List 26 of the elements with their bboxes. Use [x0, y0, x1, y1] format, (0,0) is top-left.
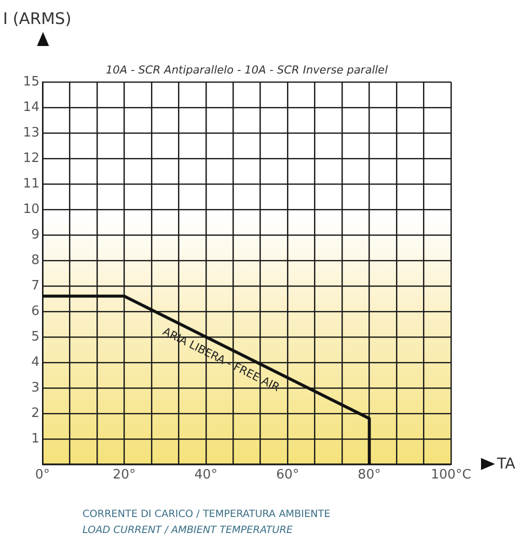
x-tick-label: 80°	[358, 468, 381, 483]
text: LOAD CURRENT / AMBIENT TEMPERATURE	[82, 524, 294, 536]
y-tick-label: 3	[31, 380, 40, 396]
y-tick-label: 11	[22, 176, 40, 192]
x-tick-label: 20°	[112, 468, 136, 483]
y-tick-label: 6	[31, 304, 40, 319]
chart-title: 10A - SCR Antiparallelo - 10A - SCR Inverse parallel	[106, 63, 388, 76]
y-tick-label: 4	[31, 354, 40, 370]
y-tick-label: 15	[22, 74, 40, 90]
x-axis-title: TA	[496, 454, 516, 472]
y-tick-label: 1	[31, 431, 40, 446]
x-tick-label: 40°	[194, 468, 218, 483]
y-tick-label: 2	[31, 406, 40, 421]
y-tick-label: 7	[31, 278, 40, 294]
y-tick-label: 14	[22, 100, 40, 115]
y-tick-label: 9	[31, 227, 40, 242]
y-tick-label: 13	[22, 125, 40, 140]
y-tick-label: 10	[22, 202, 40, 217]
x-tick-label: 60°	[276, 468, 300, 483]
y-axis-title: I (ARMS)	[3, 9, 72, 28]
text: CORRENTE DI CARICO / TEMPERATURA AMBIENTE	[82, 508, 330, 520]
y-tick-label: 5	[31, 329, 40, 344]
x-tick-label: 100°C	[430, 468, 472, 483]
x-tick-label: 0°	[35, 468, 50, 483]
y-tick-label: 8	[31, 252, 40, 268]
y-tick-label: 12	[22, 150, 40, 166]
